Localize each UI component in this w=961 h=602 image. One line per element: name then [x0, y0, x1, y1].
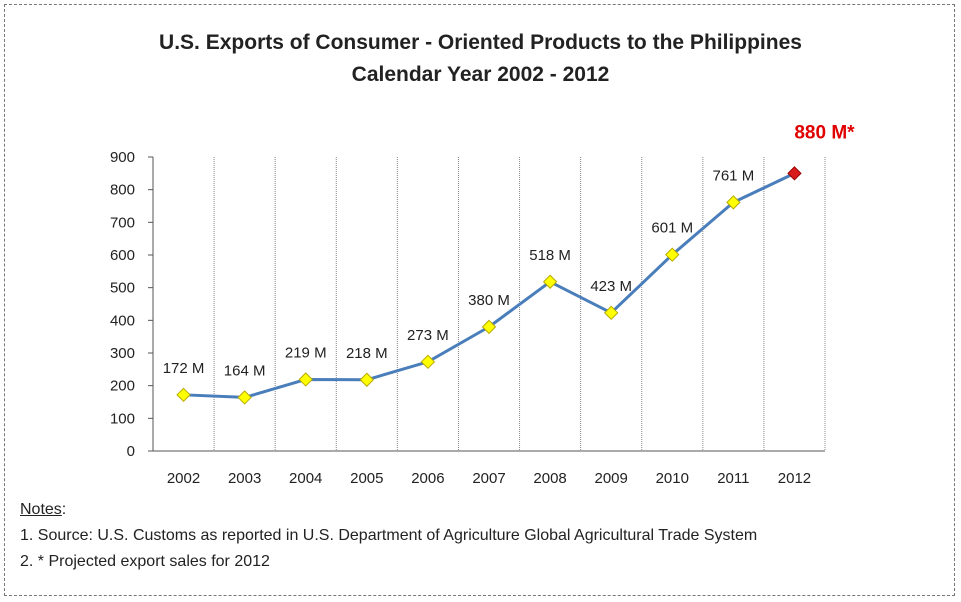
data-label: 219 M [285, 344, 327, 361]
data-label: 761 M [713, 167, 755, 184]
x-tick-label: 2006 [411, 470, 444, 487]
projected-data-point [787, 166, 802, 181]
x-tick-label: 2010 [656, 470, 689, 487]
x-tick-label: 2008 [533, 470, 566, 487]
data-label: 423 M [590, 278, 632, 295]
x-tick-label: 2003 [228, 470, 261, 487]
note-source: 1. Source: U.S. Customs as reported in U… [20, 527, 758, 544]
data-point [420, 354, 436, 370]
data-point [237, 390, 252, 405]
y-tick-label: 800 [110, 182, 135, 199]
y-tick-label: 700 [110, 214, 135, 231]
data-point [665, 247, 680, 262]
chart-frame [4, 4, 955, 596]
y-tick-label: 200 [110, 378, 135, 395]
projected-data-label: 880 M* [794, 122, 855, 143]
x-tick-label: 2002 [167, 470, 200, 487]
data-point [359, 372, 375, 387]
data-point [542, 274, 558, 289]
data-label: 273 M [407, 327, 449, 344]
y-tick-label: 0 [127, 443, 135, 460]
y-tick-label: 300 [110, 345, 135, 362]
data-point [603, 305, 619, 321]
chart-title: U.S. Exports of Consumer - Oriented Prod… [159, 31, 802, 54]
data-point [726, 195, 741, 210]
data-label: 380 M [468, 292, 510, 309]
notes-section: Notes: 1. Source: U.S. Customs as report… [20, 497, 757, 575]
chart-subtitle: Calendar Year 2002 - 2012 [351, 63, 610, 86]
x-tick-label: 2011 [717, 470, 749, 487]
data-point [298, 372, 313, 387]
data-label: 172 M [163, 360, 205, 377]
y-tick-label: 400 [110, 312, 135, 329]
data-label: 218 M [346, 345, 388, 362]
x-tick-label: 2007 [472, 470, 505, 487]
x-tick-label: 2005 [350, 470, 383, 487]
x-tick-label: 2009 [594, 470, 627, 487]
x-tick-label: 2004 [289, 470, 322, 487]
data-label: 601 M [651, 220, 693, 237]
note-projected: 2. * Projected export sales for 2012 [20, 553, 270, 570]
notes-heading: Notes [20, 501, 62, 518]
data-point [481, 319, 497, 335]
data-point [176, 387, 191, 403]
data-label: 164 M [224, 362, 266, 379]
y-tick-label: 600 [110, 247, 135, 264]
y-tick-label: 100 [110, 410, 135, 427]
data-label: 518 M [529, 247, 571, 264]
y-tick-label: 500 [110, 280, 135, 297]
y-tick-label: 900 [110, 149, 135, 166]
x-tick-label: 2012 [778, 470, 811, 487]
notes-heading-colon: : [61, 501, 67, 518]
